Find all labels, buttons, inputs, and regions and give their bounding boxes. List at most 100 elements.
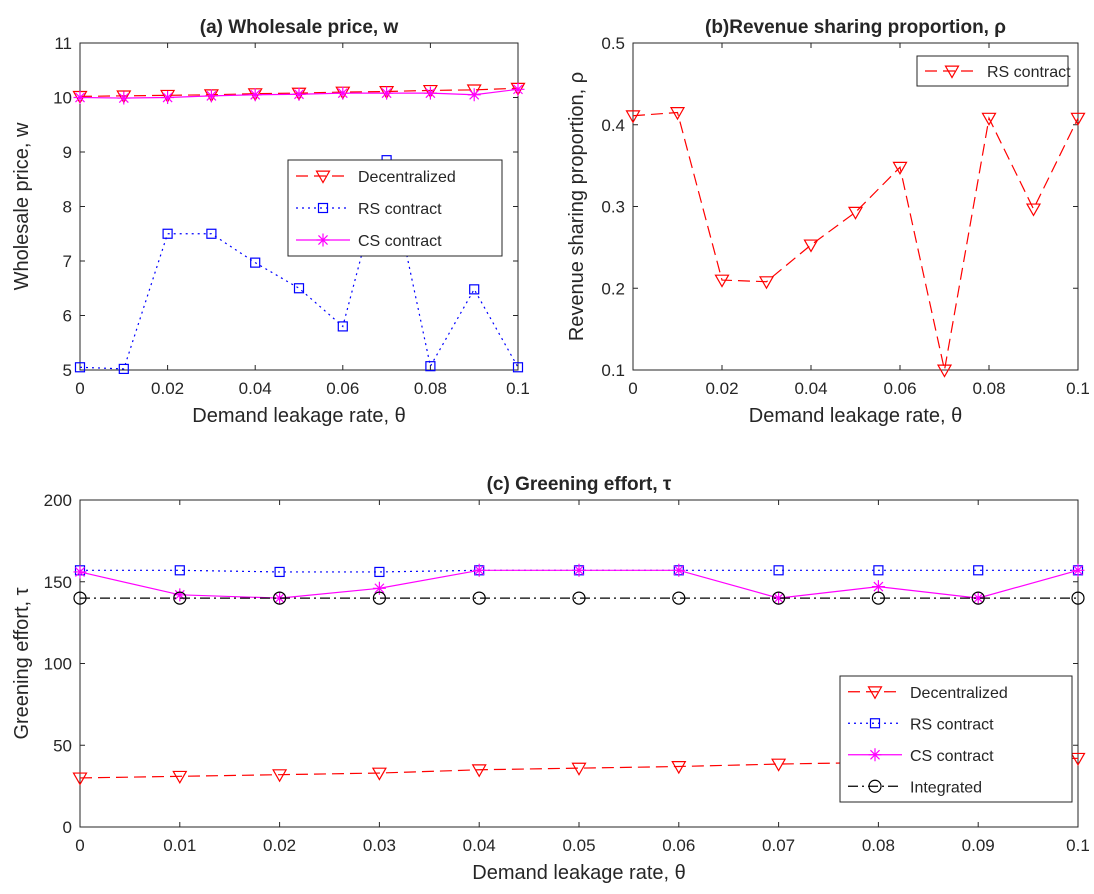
panel-c-x-tick-label: 0.03	[363, 836, 396, 855]
panel-a-data-point	[204, 89, 218, 103]
panel-c-x-tick-label: 0.04	[463, 836, 496, 855]
panel-c-data-point	[273, 591, 287, 605]
panel-a-data-point	[512, 362, 524, 373]
panel-b-y-tick-label: 0.1	[601, 361, 625, 380]
panel-a-data-point	[467, 88, 481, 102]
panel-c-y-ticks: 0 50 100 150 200	[44, 491, 1078, 837]
panel-c-data-point	[971, 591, 985, 605]
panel-c-data-point	[871, 591, 886, 605]
panel-a-data-point	[425, 361, 436, 372]
panel-a-data-point	[469, 284, 480, 295]
panel-a-data-point	[206, 228, 217, 239]
panel-c-data-point	[372, 581, 386, 595]
panel-a-data-point	[511, 82, 525, 96]
panel-c-data-point	[571, 762, 587, 776]
panel-c-y-tick-label: 200	[44, 491, 72, 510]
panel-c-y-tick-label: 0	[63, 818, 72, 837]
panel-c-legend-marker	[867, 686, 883, 700]
panel-c-data-point	[73, 591, 87, 605]
panel-c-data-point	[873, 565, 884, 576]
panel-c-x-tick-label: 0.08	[862, 836, 895, 855]
panel-c-data-point	[73, 565, 87, 579]
panel-a-y-tick-label: 6	[63, 307, 72, 326]
panel-a-x-tick-label: 0.06	[326, 379, 359, 398]
panel-a-y-tick-label: 11	[54, 34, 72, 53]
panel-a-y-tick-label: 5	[63, 361, 72, 380]
panel-c-x-tick-label: 0.05	[562, 836, 595, 855]
panel-b-y-tick-label: 0.4	[601, 116, 625, 135]
panel-c-legend-label: Decentralized	[910, 685, 1008, 702]
panel-c-x-tick-label: 0.06	[662, 836, 695, 855]
panel-a-data-point	[162, 228, 173, 239]
panel-b-x-ticks: 0 0.02 0.04 0.06 0.08 0.1	[628, 43, 1090, 398]
panel-b-data-point	[1025, 203, 1042, 217]
panel-b-title: (b)Revenue sharing proportion, ρ	[705, 17, 1006, 38]
panel-c-data-point	[472, 563, 486, 577]
panel-c-data-point	[272, 769, 288, 783]
panel-c-data-point	[971, 591, 985, 605]
panel-a-data-point	[117, 91, 131, 105]
panel-c-data-point	[1070, 752, 1086, 767]
panel-a-data-point	[422, 84, 438, 99]
panel-b-plot-area	[632, 42, 1079, 371]
panel-a-series-line	[79, 160, 519, 370]
panel-a-legend-label: Decentralized	[358, 169, 456, 186]
panel-b-data-point	[981, 112, 997, 126]
panel-a-data-point	[118, 363, 129, 375]
panel-b-y-tick-label: 0.2	[601, 279, 625, 298]
panel-c-y-tick-label: 150	[44, 573, 72, 592]
panel-c-data-point	[672, 563, 686, 577]
panel-c-data-point	[472, 591, 486, 605]
panel-c-data-point	[273, 591, 287, 605]
panel-c-x-tick-label: 0	[75, 836, 84, 855]
panel-a-data-point	[248, 88, 262, 102]
panel-a-legend-label: RS contract	[358, 201, 442, 218]
panel-a-wholesale-price: (a) Wholesale price, w 0 0.02 0.04 0.06 0.08…	[11, 17, 530, 427]
panel-b-x-tick-label: 0.04	[794, 379, 827, 398]
panel-a-x-axis-label: Demand leakage rate, θ	[192, 405, 405, 427]
panel-a-data-point	[293, 283, 305, 294]
panel-b-y-ticks: 0.1 0.2 0.3 0.4 0.5	[601, 34, 1078, 380]
panel-c-title: (c) Greening effort, τ	[487, 474, 672, 495]
panel-b-legend-box	[916, 55, 1069, 87]
panel-a-data-point	[116, 90, 132, 104]
panel-b-x-tick-label: 0	[628, 379, 637, 398]
panel-a-data-point	[423, 86, 437, 100]
panel-c-x-tick-label: 0.07	[762, 836, 795, 855]
panel-a-x-ticks: 0 0.02 0.04 0.06 0.08 0.1	[75, 43, 530, 398]
panel-c-data-point	[773, 565, 784, 576]
panel-a-legend: Decentralized RS contract CS contract	[287, 159, 503, 257]
panel-a-y-tick-label: 8	[63, 198, 72, 217]
panel-c-data-point	[371, 767, 387, 781]
panel-a-x-tick-label: 0.04	[239, 379, 272, 398]
panel-b-x-tick-label: 0.02	[705, 379, 738, 398]
panel-c-data-point	[172, 770, 188, 785]
panel-b-data-point	[847, 206, 864, 220]
panel-c-data-point	[372, 591, 386, 605]
panel-a-y-tick-label: 9	[63, 143, 72, 162]
panel-c-data-point	[572, 591, 586, 605]
panel-c-legend-label: CS contract	[910, 748, 994, 765]
panel-b-data-point	[936, 364, 953, 378]
panel-a-title: (a) Wholesale price, w	[200, 17, 399, 38]
panel-c-legend-label: RS contract	[910, 716, 994, 733]
panel-c-x-tick-label: 0.01	[163, 836, 196, 855]
panel-a-data-point	[74, 362, 86, 373]
panel-b-x-axis-label: Demand leakage rate, θ	[749, 405, 962, 427]
panel-b-x-tick-label: 0.1	[1066, 379, 1090, 398]
panel-a-series	[72, 82, 526, 375]
panel-c-data-point	[871, 580, 885, 594]
panel-b-x-tick-label: 0.08	[972, 379, 1005, 398]
panel-c-data-point	[772, 591, 786, 605]
panel-c-data-point	[671, 761, 687, 775]
panel-a-x-tick-label: 0.1	[506, 379, 530, 398]
panel-c-data-point	[771, 591, 786, 605]
panel-b-data-point	[625, 110, 641, 124]
panel-c-y-tick-label: 50	[53, 736, 72, 755]
panel-b-legend-marker	[944, 65, 960, 79]
panel-c-legend-marker	[869, 718, 881, 729]
panel-c-legend-label: Integrated	[910, 779, 982, 796]
panel-c-data-point	[572, 563, 586, 577]
panel-b-data-point	[892, 161, 908, 175]
